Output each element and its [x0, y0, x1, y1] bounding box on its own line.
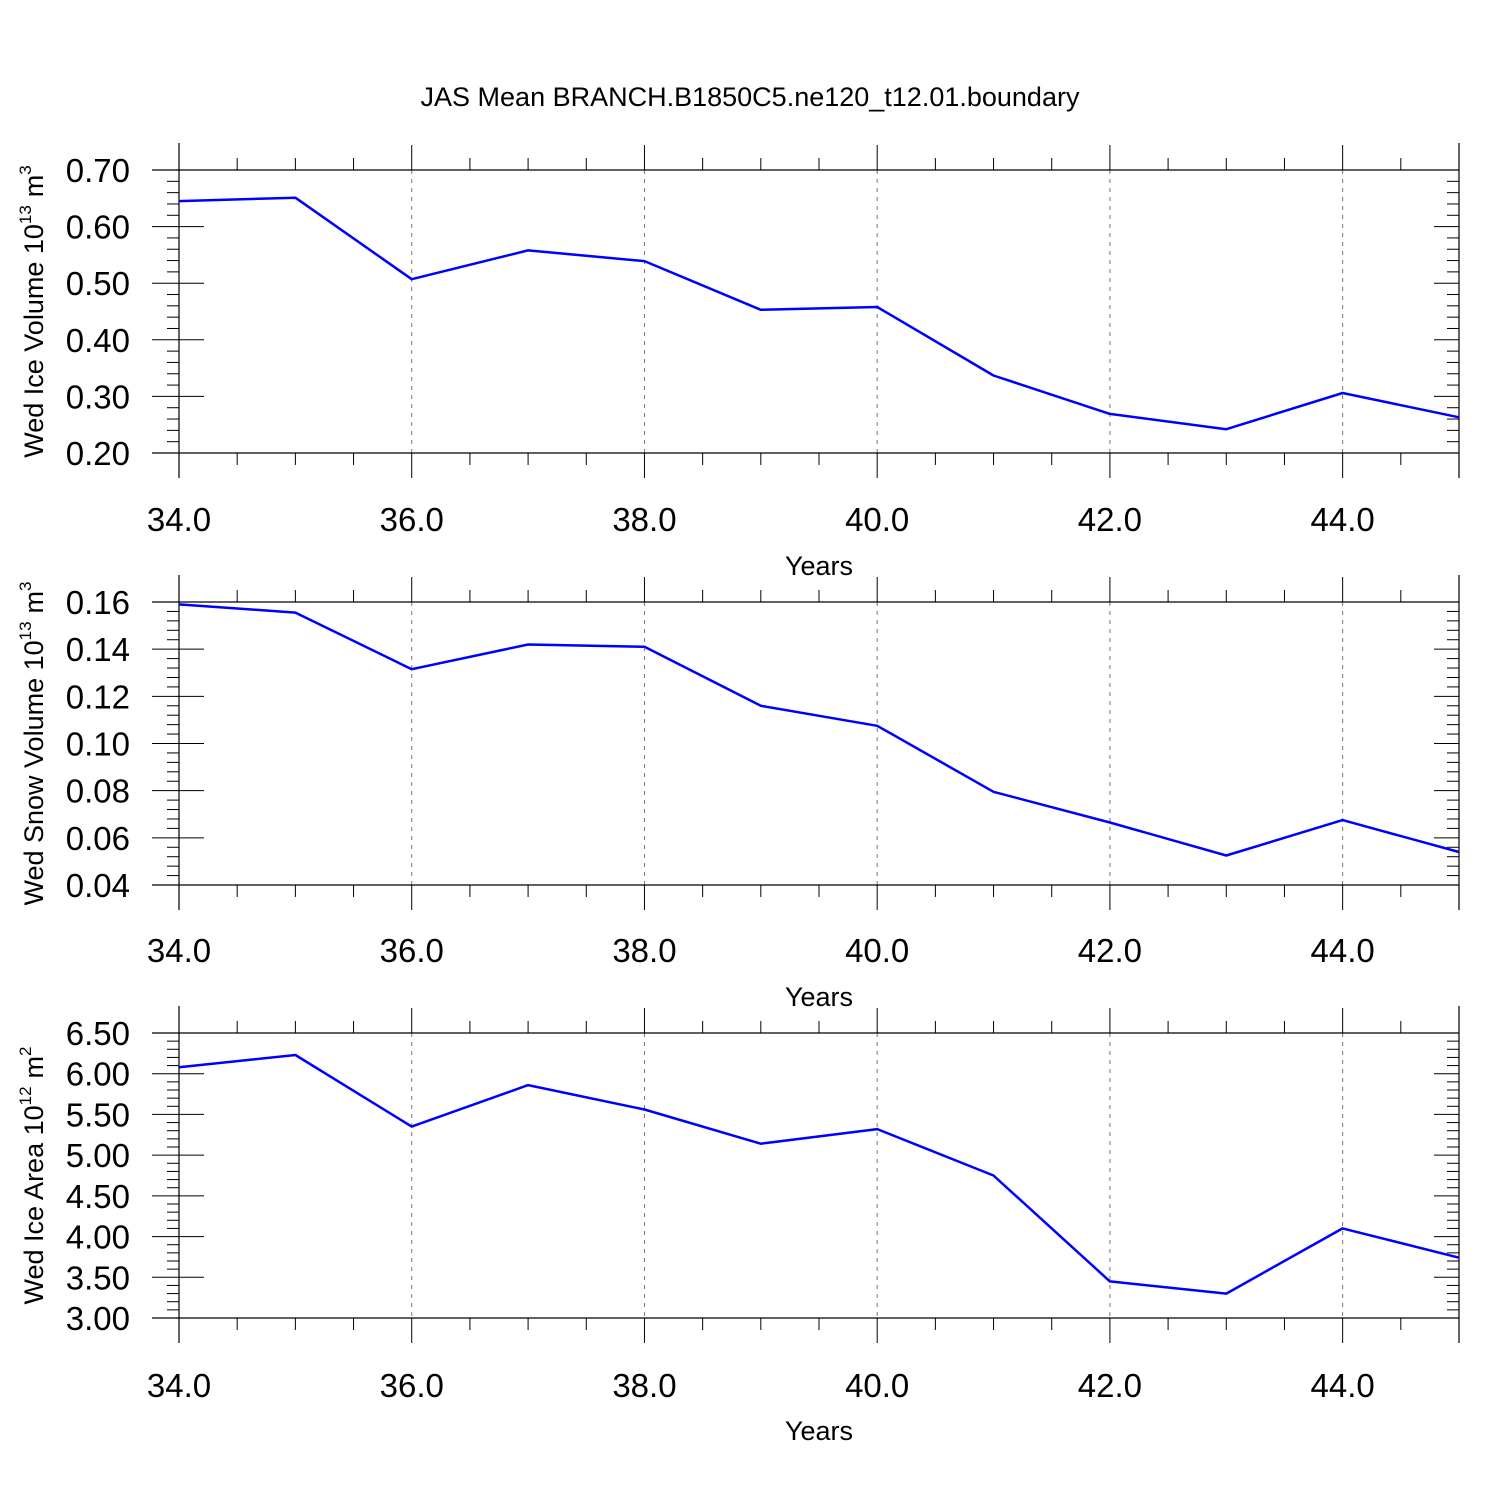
y-tick-label: 0.70 [66, 152, 130, 189]
panel-3: 34.0 36.0 38.0 40.0 42.0 44.0 3.00 3.504.00 4.50… [16, 1006, 1460, 1446]
y-tick-label: 0.30 [66, 378, 130, 415]
y-tick-label: 0.12 [66, 678, 130, 715]
y-axis-label-text: Wed Snow Volume 10 [19, 640, 49, 905]
x-tick-label: 42.0 [1078, 1367, 1142, 1404]
chart-panels: 34.0 36.0 38.0 40.0 42.0 44.0 0.20 0.30 0.40 0.50… [16, 143, 1460, 1446]
y-tick-label: 3.00 [66, 1300, 130, 1337]
y-tick-label: 5.00 [66, 1137, 130, 1174]
y-axis-label-unit: m [19, 175, 49, 198]
y-tick-label: 0.06 [66, 820, 130, 857]
y-axis-label: Wed Ice Volume 1013 m3 [16, 165, 49, 458]
y-tick-label: 0.10 [66, 726, 130, 763]
y-axis-label: Wed Snow Volume 1013 m3 [16, 581, 49, 905]
figure-title: JAS Mean BRANCH.B1850C5.ne120_t12.01.bou… [421, 82, 1080, 112]
x-tick-label: 44.0 [1311, 932, 1375, 969]
x-tick-label: 40.0 [845, 1367, 909, 1404]
x-axis-label: Years [785, 551, 853, 581]
y-tick-label: 0.60 [66, 209, 130, 246]
y-axis-label-unit-exponent: 2 [16, 1046, 35, 1055]
x-axis-label: Years [785, 1416, 853, 1446]
x-tick-label: 34.0 [147, 501, 211, 538]
x-tick-label: 38.0 [612, 501, 676, 538]
y-tick-label: 6.00 [66, 1056, 130, 1093]
y-tick-label: 0.04 [66, 867, 130, 904]
x-tick-label: 36.0 [380, 501, 444, 538]
x-axis-label: Years [785, 982, 853, 1012]
x-tick-label: 36.0 [380, 1367, 444, 1404]
y-tick-label: 3.50 [66, 1259, 130, 1296]
y-axis-label-exponent: 12 [16, 1086, 35, 1105]
x-tick-label: 44.0 [1311, 1367, 1375, 1404]
y-axis-label: Wed Ice Area 1012 m2 [16, 1046, 49, 1304]
y-axis-label-unit: m [19, 591, 49, 614]
data-series-line [178, 603, 1460, 857]
x-tick-label: 34.0 [147, 1367, 211, 1404]
x-tick-label: 38.0 [612, 932, 676, 969]
y-axis-label-exponent: 13 [16, 205, 35, 224]
y-tick-label: 6.50 [66, 1015, 130, 1052]
x-tick-label: 42.0 [1078, 932, 1142, 969]
y-tick-label: 0.08 [66, 773, 130, 810]
y-tick-label: 0.20 [66, 435, 130, 472]
y-tick-label: 0.16 [66, 584, 130, 621]
y-axis-label-text: Wed Ice Volume 10 [19, 224, 49, 458]
data-series-line [178, 1053, 1460, 1295]
y-axis-label-text: Wed Ice Area 10 [19, 1105, 49, 1304]
y-tick-label: 0.50 [66, 265, 130, 302]
y-axis-label-exponent: 13 [16, 621, 35, 640]
panel-1: 34.0 36.0 38.0 40.0 42.0 44.0 0.20 0.30 0.40 0.50… [16, 143, 1460, 581]
x-tick-label: 34.0 [147, 932, 211, 969]
y-tick-label: 4.00 [66, 1219, 130, 1256]
x-tick-label: 36.0 [380, 932, 444, 969]
x-tick-label: 42.0 [1078, 501, 1142, 538]
x-tick-label: 44.0 [1311, 501, 1375, 538]
panel-2: 34.0 36.0 38.0 40.0 42.0 44.0 0.04 0.06 0.08 0.10… [16, 575, 1460, 1012]
x-tick-label: 40.0 [845, 932, 909, 969]
x-tick-label: 40.0 [845, 501, 909, 538]
y-axis-label-unit-exponent: 3 [16, 165, 35, 174]
y-axis-label-unit-exponent: 3 [16, 581, 35, 590]
y-tick-label: 5.50 [66, 1096, 130, 1133]
x-tick-label: 38.0 [612, 1367, 676, 1404]
y-tick-label: 0.40 [66, 322, 130, 359]
y-axis-label-unit: m [19, 1056, 49, 1079]
data-series-line [178, 196, 1460, 431]
y-tick-label: 4.50 [66, 1178, 130, 1215]
y-tick-label: 0.14 [66, 631, 130, 668]
